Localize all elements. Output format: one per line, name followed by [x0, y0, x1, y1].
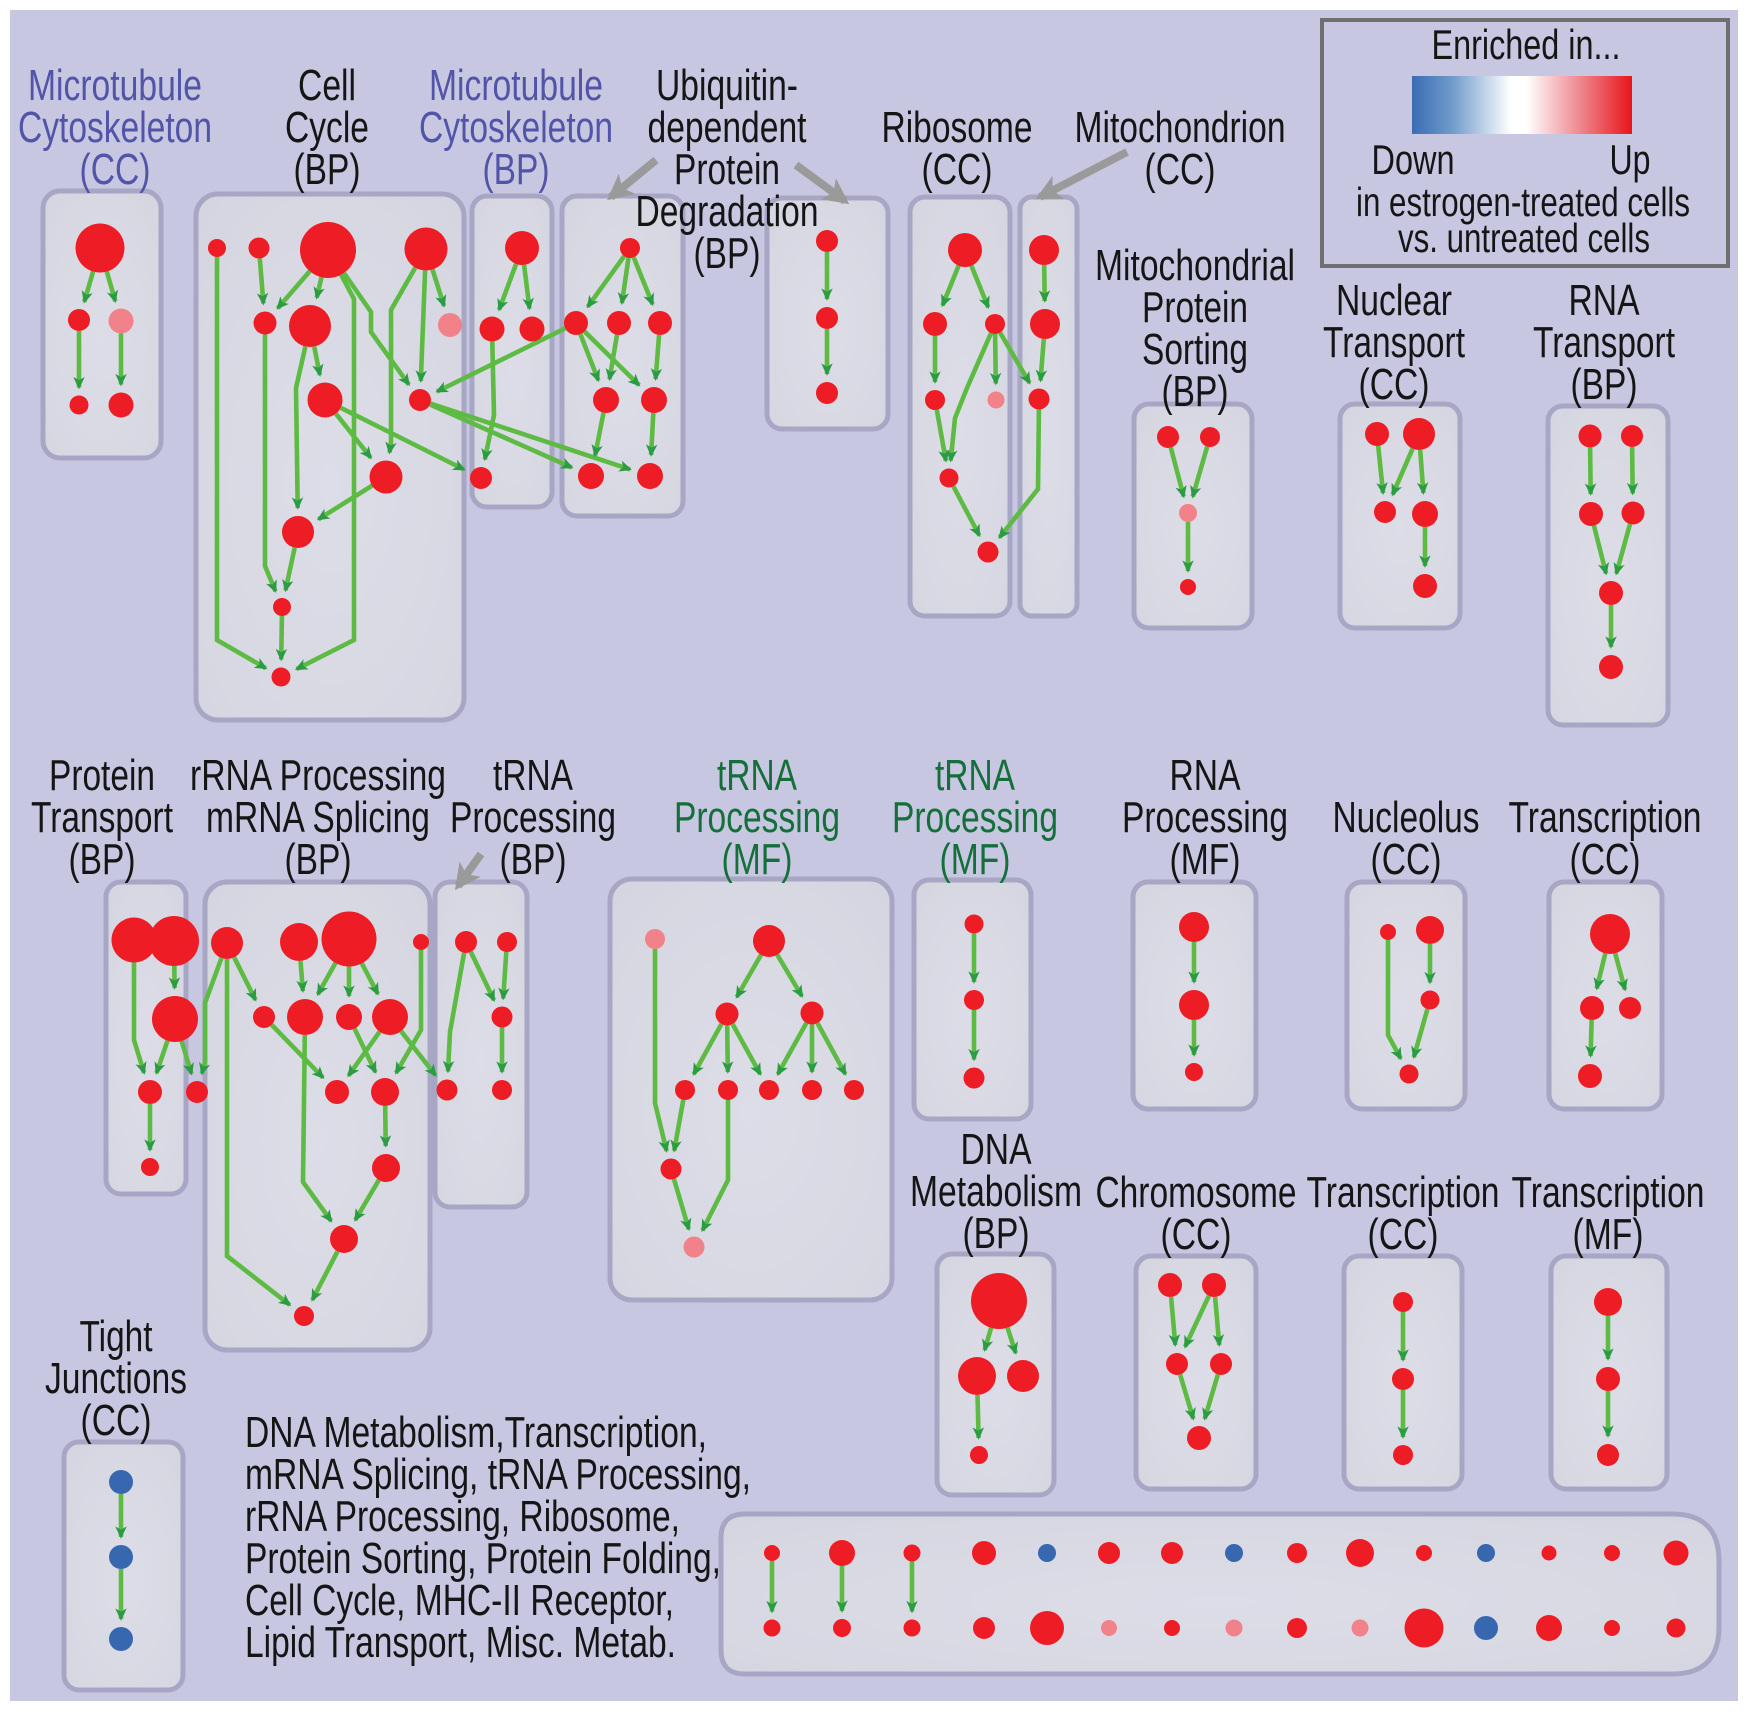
- svg-text:(BP): (BP): [483, 146, 550, 194]
- svg-text:Mitochondrial: Mitochondrial: [1095, 242, 1295, 290]
- svg-text:Processing: Processing: [1122, 794, 1288, 842]
- svg-text:tRNA: tRNA: [717, 752, 797, 800]
- svg-text:(BP): (BP): [285, 836, 352, 884]
- svg-text:(CC): (CC): [1359, 361, 1430, 409]
- svg-text:Sorting: Sorting: [1142, 326, 1248, 374]
- svg-text:mRNA Splicing: mRNA Splicing: [206, 794, 430, 842]
- svg-text:Up: Up: [1610, 136, 1651, 183]
- svg-text:Cell: Cell: [298, 62, 356, 110]
- svg-text:Tight: Tight: [80, 1313, 153, 1361]
- svg-text:Chromosome: Chromosome: [1096, 1169, 1297, 1217]
- svg-text:(CC): (CC): [1371, 836, 1442, 884]
- svg-text:DNA: DNA: [961, 1126, 1032, 1174]
- svg-text:Protein: Protein: [674, 146, 780, 194]
- svg-text:Transport: Transport: [1533, 319, 1675, 367]
- svg-text:Ubiquitin-: Ubiquitin-: [656, 62, 798, 110]
- svg-text:RNA: RNA: [1170, 752, 1241, 800]
- svg-text:Processing: Processing: [892, 794, 1058, 842]
- svg-text:Ribosome: Ribosome: [882, 104, 1033, 152]
- svg-text:Lipid Transport, Misc. Metab.: Lipid Transport, Misc. Metab.: [245, 1619, 676, 1667]
- svg-text:Cytoskeleton: Cytoskeleton: [18, 104, 212, 152]
- svg-text:Transcription: Transcription: [1509, 794, 1702, 842]
- svg-text:(BP): (BP): [1162, 368, 1229, 416]
- svg-text:(MF): (MF): [722, 836, 793, 884]
- svg-text:rRNA Processing: rRNA Processing: [190, 752, 446, 800]
- svg-text:Microtubule: Microtubule: [28, 62, 202, 110]
- svg-text:(BP): (BP): [294, 146, 361, 194]
- svg-text:Processing: Processing: [450, 794, 616, 842]
- svg-text:Down: Down: [1372, 136, 1455, 183]
- svg-text:Cytoskeleton: Cytoskeleton: [419, 104, 613, 152]
- svg-text:Transport: Transport: [31, 794, 173, 842]
- svg-text:Metabolism: Metabolism: [910, 1168, 1082, 1216]
- svg-text:Cycle: Cycle: [285, 104, 369, 152]
- svg-text:(BP): (BP): [500, 836, 567, 884]
- svg-text:dependent: dependent: [648, 104, 807, 152]
- svg-text:Transport: Transport: [1323, 319, 1465, 367]
- svg-text:(BP): (BP): [694, 230, 761, 278]
- svg-text:vs. untreated cells: vs. untreated cells: [1398, 215, 1650, 261]
- svg-text:(CC): (CC): [1161, 1211, 1232, 1259]
- svg-text:Mitochondrion: Mitochondrion: [1075, 104, 1286, 152]
- svg-text:(CC): (CC): [1368, 1211, 1439, 1259]
- svg-text:Junctions: Junctions: [45, 1355, 187, 1403]
- svg-text:tRNA: tRNA: [935, 752, 1015, 800]
- svg-text:Processing: Processing: [674, 794, 840, 842]
- svg-text:(MF): (MF): [940, 836, 1011, 884]
- svg-text:(CC): (CC): [80, 146, 151, 194]
- svg-text:(MF): (MF): [1170, 836, 1241, 884]
- svg-text:Transcription: Transcription: [1512, 1169, 1705, 1217]
- svg-text:(BP): (BP): [69, 836, 136, 884]
- svg-text:(CC): (CC): [922, 146, 993, 194]
- svg-text:Enriched in...: Enriched in...: [1432, 21, 1621, 68]
- svg-text:(MF): (MF): [1573, 1211, 1644, 1259]
- svg-text:Transcription: Transcription: [1307, 1169, 1500, 1217]
- svg-text:DNA Metabolism,Transcription,: DNA Metabolism,Transcription,: [245, 1409, 707, 1457]
- svg-text:Nucleolus: Nucleolus: [1333, 794, 1480, 842]
- svg-text:rRNA Processing, Ribosome,: rRNA Processing, Ribosome,: [245, 1493, 680, 1541]
- svg-text:tRNA: tRNA: [493, 752, 573, 800]
- svg-text:RNA: RNA: [1569, 277, 1640, 325]
- svg-text:Degradation: Degradation: [636, 188, 819, 236]
- svg-text:Protein: Protein: [49, 752, 155, 800]
- svg-text:Protein Sorting, Protein Foldi: Protein Sorting, Protein Folding,: [245, 1535, 721, 1583]
- svg-text:Nuclear: Nuclear: [1336, 277, 1452, 325]
- svg-text:(BP): (BP): [1571, 361, 1638, 409]
- svg-text:Microtubule: Microtubule: [429, 62, 603, 110]
- svg-text:in estrogen-treated cells: in estrogen-treated cells: [1356, 179, 1690, 225]
- svg-text:(CC): (CC): [1145, 146, 1216, 194]
- svg-text:mRNA Splicing, tRNA Processing: mRNA Splicing, tRNA Processing,: [245, 1451, 751, 1499]
- svg-text:Protein: Protein: [1142, 284, 1248, 332]
- svg-text:(CC): (CC): [81, 1397, 152, 1445]
- svg-text:(CC): (CC): [1570, 836, 1641, 884]
- svg-text:Cell Cycle, MHC-II Receptor,: Cell Cycle, MHC-II Receptor,: [245, 1577, 674, 1625]
- svg-text:(BP): (BP): [963, 1210, 1030, 1258]
